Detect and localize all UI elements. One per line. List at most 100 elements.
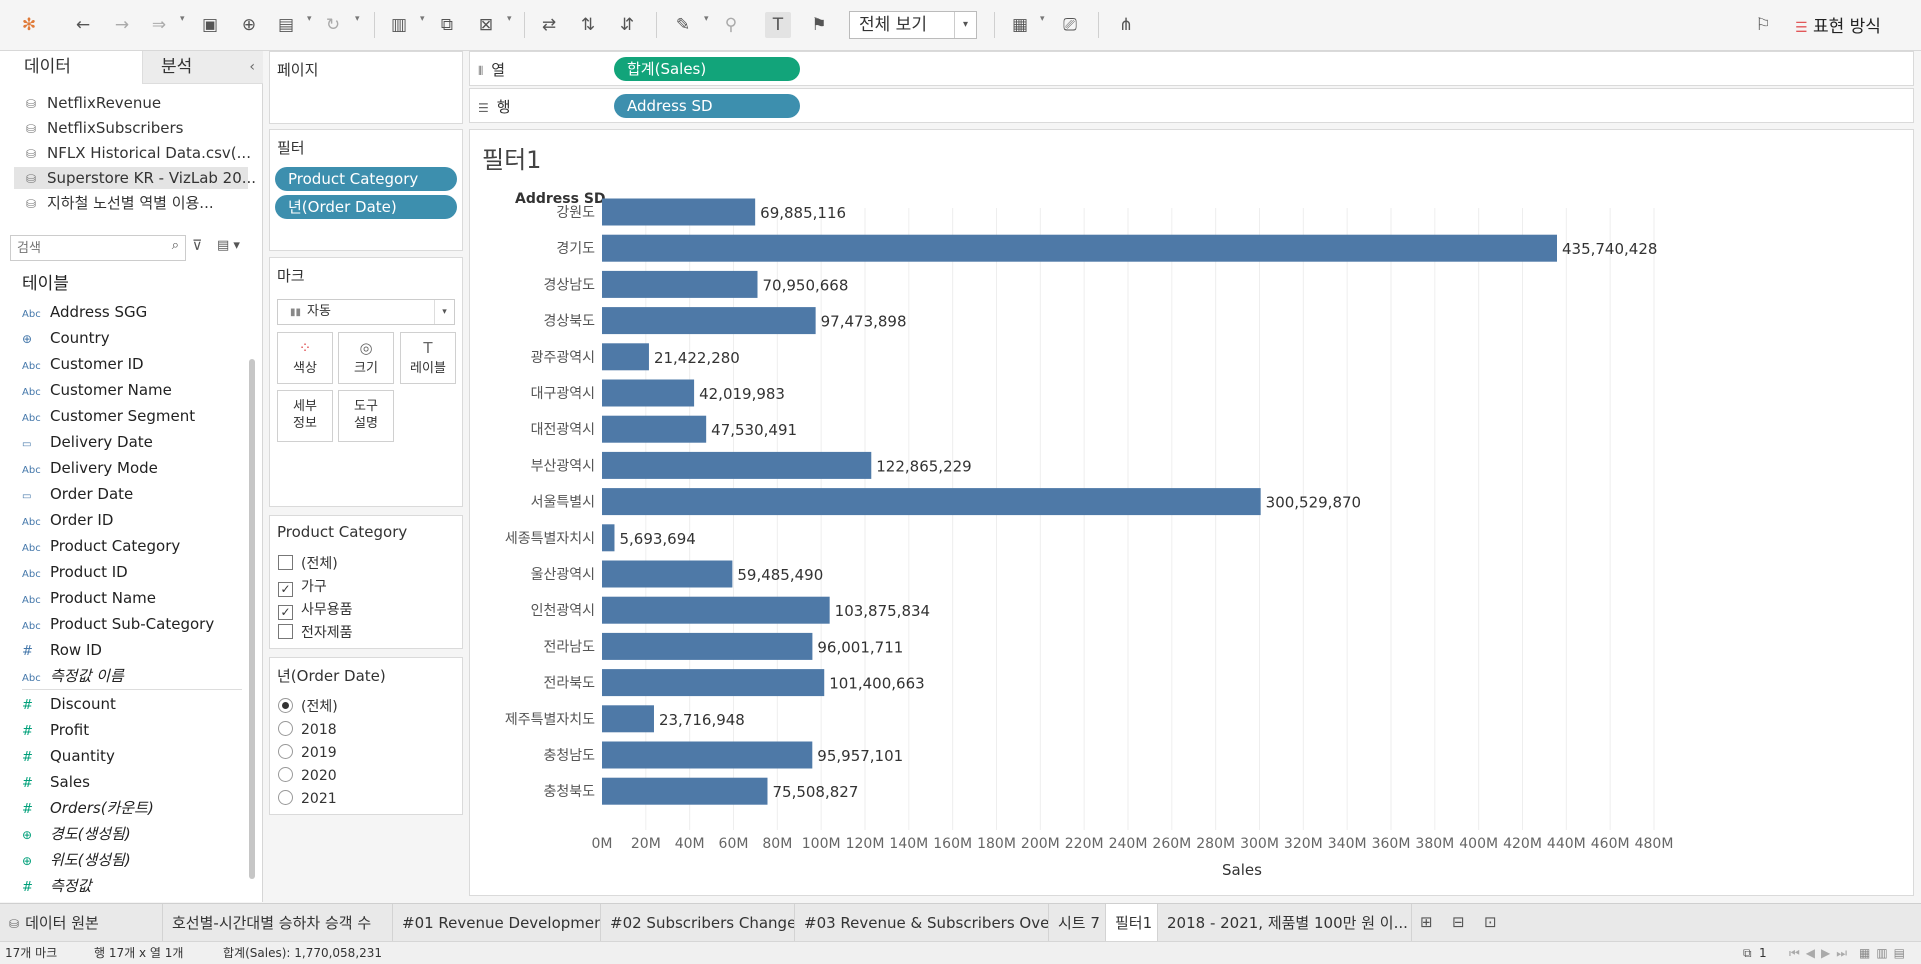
bar[interactable] — [602, 524, 615, 552]
filter-option[interactable]: ✓ 가구 — [278, 577, 327, 597]
datasource-item[interactable]: ⛁ 지하철 노선별 역별 이용... — [26, 192, 214, 214]
filter-option[interactable]: 2021 — [278, 789, 337, 809]
filter-option[interactable]: (전체) — [278, 554, 338, 574]
tab-sheet[interactable]: #02 Subscribers Changes — [601, 904, 795, 942]
radio-button[interactable] — [278, 744, 293, 759]
new-dashboard-icon[interactable]: ⊟ — [1452, 913, 1465, 931]
field-item[interactable]: # Row ID — [22, 638, 102, 662]
mark-tooltip-button[interactable]: 도구 설명 — [338, 390, 394, 442]
tableau-logo-icon[interactable]: ✻ — [21, 15, 37, 35]
highlight-icon[interactable]: ✎ — [675, 15, 691, 35]
tab-sheet[interactable]: 호선별-시간대별 승하차 승객 수 — [163, 904, 393, 942]
tab-analysis[interactable]: 분석 ‹ — [143, 51, 263, 84]
new-worksheet-icon[interactable]: ▥ — [390, 15, 408, 35]
checkbox[interactable]: ✓ — [278, 582, 293, 597]
share-icon[interactable]: ⋔ — [1118, 15, 1134, 35]
replay-icon[interactable]: ⇒ — [151, 15, 167, 35]
checkbox[interactable] — [278, 624, 293, 639]
field-item[interactable]: ▭ Order Date — [22, 482, 133, 506]
mark-detail-button[interactable]: 세부 정보 — [277, 390, 333, 442]
field-item[interactable]: Abc Address SGG — [22, 300, 147, 324]
show-labels-icon[interactable]: T — [765, 12, 791, 38]
bar[interactable] — [602, 307, 816, 335]
tab-sheet[interactable]: 필터1 — [1106, 904, 1158, 942]
filter-option[interactable]: ✓ 사무용품 — [278, 600, 353, 620]
checkbox[interactable] — [278, 555, 293, 570]
duplicate-sheet-icon[interactable]: ⧉ — [440, 15, 454, 35]
columns-pill-sales[interactable]: 합계(Sales) — [614, 57, 800, 81]
field-item[interactable]: # 측정값 — [22, 874, 91, 898]
tab-sheet[interactable]: ⛁ 데이터 원본 — [0, 904, 163, 942]
show-cards-icon[interactable]: ▦ — [1011, 15, 1029, 35]
filter-pill-product-category[interactable]: Product Category — [275, 167, 457, 191]
search-box[interactable]: ⌕ — [10, 235, 186, 261]
filter-pill-order-date[interactable]: 년(Order Date) — [275, 195, 457, 219]
undo-icon[interactable]: ← — [75, 15, 91, 35]
radio-button[interactable] — [278, 790, 293, 805]
show-me-button[interactable]: ☰ 표현 방식 — [1795, 12, 1881, 37]
mark-color-button[interactable]: ⁘ 색상 — [277, 332, 333, 384]
tab-sheet[interactable]: #01 Revenue Development — [393, 904, 601, 942]
field-item[interactable]: Abc Customer Name — [22, 378, 172, 402]
page-nav-icons[interactable]: ⏮◀▶⏭ — [1789, 946, 1854, 960]
field-item[interactable]: Abc Product ID — [22, 560, 128, 584]
pause-autoupdate-icon[interactable]: ▤ — [277, 15, 295, 35]
highlight-dropdown-icon[interactable]: ▾ — [704, 14, 709, 24]
bar[interactable] — [602, 270, 758, 298]
field-item[interactable]: Abc Delivery Mode — [22, 456, 158, 480]
swap-icon[interactable]: ⇄ — [541, 15, 557, 35]
datasource-item[interactable]: ⛁ Superstore KR - VizLab 20... — [14, 167, 256, 189]
bar[interactable] — [602, 234, 1557, 262]
new-worksheet-icon[interactable]: ⊞ — [1420, 913, 1433, 931]
new-worksheet-dropdown-icon[interactable]: ▾ — [420, 14, 425, 24]
view-options-icon[interactable]: ▤ ▾ — [217, 238, 240, 253]
collapse-pane-icon[interactable]: ‹ — [249, 59, 255, 75]
filter-option[interactable]: 2018 — [278, 720, 337, 740]
bar[interactable] — [602, 488, 1261, 516]
clear-dropdown-icon[interactable]: ▾ — [507, 14, 512, 24]
bar[interactable] — [602, 343, 649, 371]
field-item[interactable]: # Discount — [22, 692, 116, 716]
filter-option[interactable]: 2020 — [278, 766, 337, 786]
bar[interactable] — [602, 198, 756, 226]
bar[interactable] — [602, 415, 707, 443]
datasource-item[interactable]: ⛁ NetflixSubscribers — [26, 117, 184, 139]
bar[interactable] — [602, 379, 695, 407]
filter-option[interactable]: 전자제품 — [278, 623, 353, 643]
field-item[interactable]: ⊕ 경도(생성됨) — [22, 822, 131, 846]
redo-icon[interactable]: → — [114, 15, 130, 35]
fix-axes-icon[interactable]: ⚑ — [811, 15, 827, 35]
datasource-item[interactable]: ⛁ NetflixRevenue — [26, 92, 161, 114]
checkbox[interactable]: ✓ — [278, 605, 293, 620]
show-cards-dropdown-icon[interactable]: ▾ — [1040, 14, 1045, 24]
mark-label-button[interactable]: T 레이블 — [400, 332, 456, 384]
field-item[interactable]: ⊕ 위도(생성됨) — [22, 848, 131, 872]
filter-fields-icon[interactable]: ⊽ — [192, 238, 203, 254]
field-item[interactable]: # Orders(카운트) — [22, 796, 154, 820]
bar[interactable] — [602, 777, 768, 805]
field-item[interactable]: ⊕ Country — [22, 326, 110, 350]
sort-descending-icon[interactable]: ⇵ — [619, 15, 635, 35]
scrollbar[interactable] — [249, 359, 255, 879]
field-item[interactable]: Abc Order ID — [22, 508, 113, 532]
radio-button[interactable] — [278, 767, 293, 782]
layout-icons[interactable]: ▦▥▤ — [1859, 946, 1912, 960]
pause-dropdown-icon[interactable]: ▾ — [307, 14, 312, 24]
bar[interactable] — [602, 560, 733, 588]
save-icon[interactable]: ▣ — [201, 15, 219, 35]
bar[interactable] — [602, 596, 830, 624]
mark-type-select[interactable]: ▮▮ 자동 ▾ — [277, 299, 455, 325]
refresh-dropdown-icon[interactable]: ▾ — [355, 14, 360, 24]
tab-sheet[interactable]: 시트 7 — [1049, 904, 1106, 942]
search-input[interactable] — [11, 236, 161, 260]
bar[interactable] — [602, 741, 813, 769]
new-story-icon[interactable]: ⊡ — [1484, 913, 1497, 931]
field-item[interactable]: ▭ Delivery Date — [22, 430, 153, 454]
filter-option[interactable]: (전체) — [278, 697, 338, 717]
refresh-icon[interactable]: ↻ — [325, 15, 341, 35]
mark-size-button[interactable]: ◎ 크기 — [338, 332, 394, 384]
field-item[interactable]: Abc 측정값 이름 — [22, 664, 124, 688]
field-item[interactable]: Abc Customer Segment — [22, 404, 195, 428]
field-item[interactable]: Abc Product Sub-Category — [22, 612, 214, 636]
field-item[interactable]: # Sales — [22, 770, 90, 794]
